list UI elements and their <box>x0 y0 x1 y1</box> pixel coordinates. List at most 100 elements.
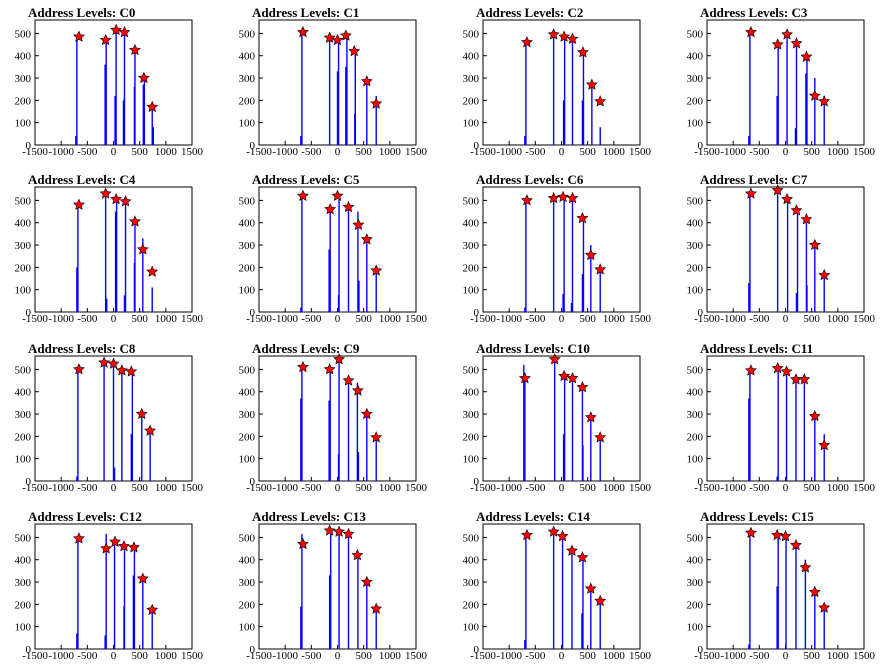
peak-marker <box>594 594 607 607</box>
peak-marker <box>370 431 383 443</box>
x-tick-label: -1500 <box>694 482 720 494</box>
y-tick-label: 300 <box>239 240 256 252</box>
y-tick-label: 200 <box>687 262 704 274</box>
x-tick-label: 500 <box>803 650 820 662</box>
x-tick-label: 1500 <box>181 482 204 494</box>
y-tick-label: 400 <box>687 387 704 399</box>
chart-panel: Address Levels: C151002003004005000-1500… <box>687 509 876 662</box>
plot-frame <box>482 186 641 313</box>
peak-marker <box>129 215 141 227</box>
peak-marker <box>110 193 123 205</box>
x-tick-label: 1000 <box>155 482 178 494</box>
peak-marker <box>73 363 85 375</box>
peak-marker <box>98 356 111 368</box>
y-tick-label: 500 <box>239 532 256 544</box>
y-tick-label: 200 <box>463 599 480 611</box>
x-tick-label: 500 <box>131 313 148 325</box>
x-tick-label: 1500 <box>181 146 204 158</box>
plot-frame <box>34 186 193 313</box>
x-tick-label: 0 <box>335 313 341 325</box>
y-tick-label: 0 <box>474 307 480 319</box>
peak-marker <box>146 265 159 277</box>
x-tick-label: 500 <box>355 146 372 158</box>
chart-title: Address Levels: C2 <box>476 5 583 20</box>
y-tick-label: 500 <box>687 532 704 544</box>
y-tick-label: 400 <box>463 51 480 63</box>
peak-marker <box>745 26 757 38</box>
peak-marker <box>576 551 589 563</box>
y-tick-label: 400 <box>463 218 480 230</box>
peak-marker <box>360 75 373 87</box>
y-tick-label: 0 <box>474 644 480 656</box>
y-tick-label: 100 <box>687 454 704 466</box>
peak-marker <box>146 603 159 615</box>
peak-marker <box>118 540 130 552</box>
x-tick-label: -500 <box>525 313 546 325</box>
x-tick-label: 1500 <box>629 146 652 158</box>
peak-marker <box>521 194 533 206</box>
y-tick-label: 100 <box>239 622 256 634</box>
peak-marker <box>342 374 355 386</box>
chart-title: Address Levels: C4 <box>28 172 136 187</box>
x-tick-label: -1000 <box>720 482 746 494</box>
y-tick-label: 200 <box>15 95 32 107</box>
peak-marker <box>144 424 157 436</box>
y-tick-label: 400 <box>15 555 32 567</box>
peak-marker <box>558 30 571 42</box>
peak-marker <box>745 526 757 538</box>
x-tick-label: -500 <box>525 146 546 158</box>
y-tick-label: 0 <box>26 307 32 319</box>
y-tick-label: 500 <box>687 364 704 376</box>
peak-marker <box>818 95 831 107</box>
peak-marker <box>342 527 355 540</box>
y-tick-label: 400 <box>15 218 32 230</box>
y-tick-label: 500 <box>463 532 480 544</box>
x-tick-label: 1000 <box>379 146 402 158</box>
peak-marker <box>73 30 85 42</box>
y-tick-label: 100 <box>687 622 704 634</box>
peak-marker <box>585 78 598 90</box>
x-tick-label: -1500 <box>470 146 496 158</box>
y-tick-label: 400 <box>687 555 704 567</box>
y-tick-label: 200 <box>687 599 704 611</box>
x-tick-label: 1000 <box>379 313 402 325</box>
chart-panel: Address Levels: C91002003004005000-1500-… <box>239 341 428 494</box>
x-tick-label: -500 <box>525 482 546 494</box>
peak-marker <box>136 243 149 255</box>
y-tick-label: 500 <box>687 195 704 207</box>
y-tick-label: 500 <box>463 364 480 376</box>
peak-marker <box>547 28 560 40</box>
chart-panel: Address Levels: C111002003004005000-1500… <box>687 341 876 494</box>
x-tick-label: 0 <box>559 146 565 158</box>
x-tick-label: 1000 <box>827 650 850 662</box>
x-tick-label: 500 <box>131 482 148 494</box>
peak-marker <box>521 528 533 541</box>
x-tick-label: -1000 <box>48 313 74 325</box>
peak-marker <box>818 268 831 281</box>
peak-marker <box>584 582 597 594</box>
peak-marker <box>780 365 793 377</box>
x-tick-label: -500 <box>77 482 98 494</box>
peak-marker <box>107 357 120 369</box>
y-tick-label: 100 <box>239 454 256 466</box>
x-tick-label: 0 <box>335 650 341 662</box>
x-tick-label: 1500 <box>405 482 428 494</box>
peak-marker <box>100 542 113 554</box>
y-tick-label: 100 <box>687 285 704 297</box>
x-tick-label: -500 <box>749 650 770 662</box>
y-tick-label: 100 <box>463 285 480 297</box>
x-tick-label: -1500 <box>470 313 496 325</box>
x-tick-label: -500 <box>77 146 98 158</box>
plot-frame <box>482 523 641 650</box>
peak-marker <box>351 549 364 561</box>
peak-marker <box>129 43 141 56</box>
y-tick-label: 300 <box>687 577 704 589</box>
y-tick-label: 0 <box>250 644 256 656</box>
peak-marker <box>518 372 531 384</box>
y-tick-label: 300 <box>15 73 32 85</box>
y-tick-label: 400 <box>239 387 256 399</box>
y-tick-label: 200 <box>15 431 32 443</box>
x-tick-label: 500 <box>579 650 596 662</box>
x-tick-label: 0 <box>111 313 117 325</box>
x-tick-label: 0 <box>783 313 789 325</box>
